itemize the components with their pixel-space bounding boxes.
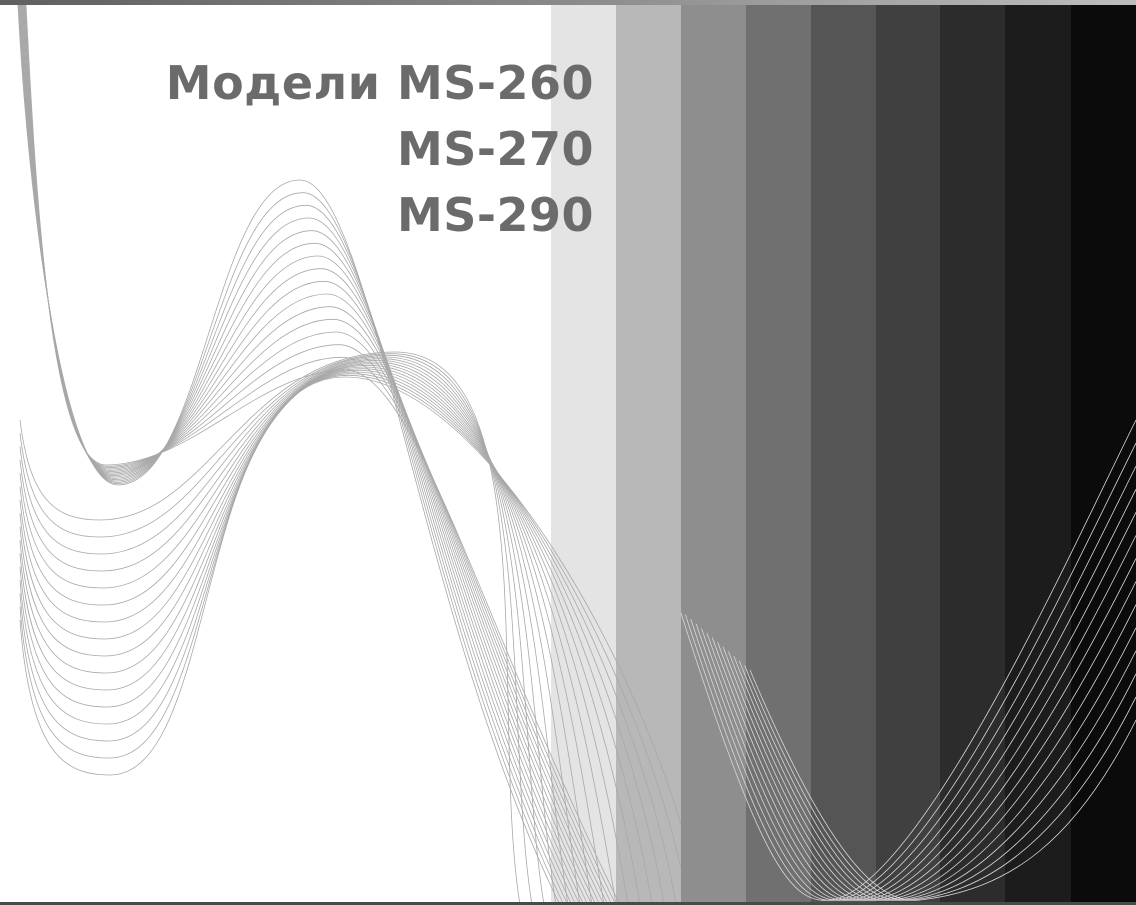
wave-line (19, 361, 592, 902)
wave-line (728, 627, 1136, 901)
wave-line (19, 373, 676, 902)
wave-line (19, 353, 532, 902)
wave-line (701, 512, 1136, 901)
wave-line (19, 374, 681, 872)
wave-line (19, 358, 568, 902)
wave-line (749, 669, 1136, 901)
wave-line (19, 371, 664, 902)
wave-line (711, 558, 1136, 901)
wave-line (690, 465, 1136, 901)
wave-line (681, 419, 1136, 901)
wave-group-middle (19, 351, 681, 902)
model-name-1: MS-260 (396, 56, 594, 110)
gray-stripe (1071, 5, 1136, 902)
wave-line (19, 366, 628, 902)
wave-group-left (17, 5, 619, 902)
wave-line (19, 351, 520, 902)
wave-line (19, 359, 580, 902)
wave-line (19, 354, 544, 902)
gray-stripe (681, 5, 746, 902)
title-prefix: Модели (165, 56, 381, 110)
gray-stripe (551, 5, 616, 902)
wave-line (19, 376, 681, 827)
wave-line (695, 489, 1136, 901)
wave-line (19, 363, 604, 902)
wave-line (717, 581, 1136, 901)
wave-line (19, 356, 556, 902)
model-name-3: MS-290 (396, 188, 594, 242)
title-line-1: Модели MS-260 (166, 50, 594, 116)
bottom-rule (0, 902, 1136, 905)
gray-stripe (811, 5, 876, 902)
wave-line (25, 5, 619, 902)
cover-title: Модели MS-260 MS-270 MS-290 (166, 50, 594, 248)
gray-stripe (876, 5, 940, 902)
wave-line (744, 665, 1136, 901)
wave-group-right (681, 419, 1136, 901)
wave-line (685, 442, 1136, 901)
model-name-2: MS-270 (396, 122, 594, 176)
top-rule (0, 0, 1136, 5)
